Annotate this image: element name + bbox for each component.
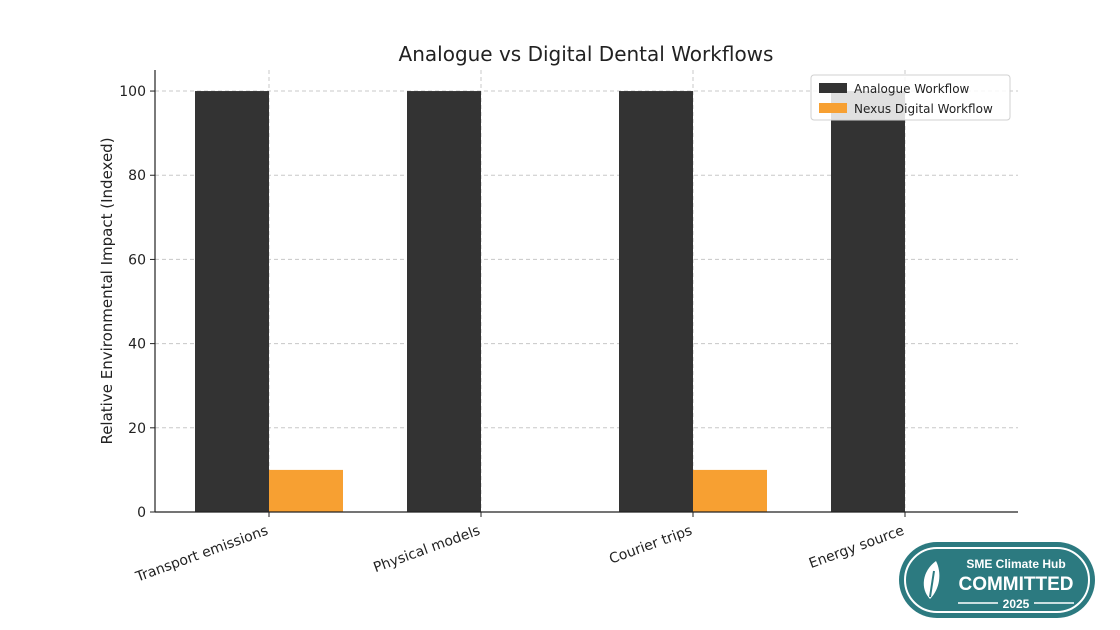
y-tick-label: 100 xyxy=(119,84,146,100)
leaf-icon xyxy=(923,561,940,599)
legend-swatch xyxy=(819,103,847,113)
chart-title: Analogue vs Digital Dental Workflows xyxy=(399,42,774,66)
legend: Analogue Workflow Nexus Digital Workflow xyxy=(810,74,1011,121)
legend-label: Analogue Workflow xyxy=(854,82,970,96)
x-tick-label: Courier trips xyxy=(607,523,694,568)
bar-digital xyxy=(693,469,767,512)
y-axis-label: Relative Environmental Impact (Indexed) xyxy=(98,137,116,444)
badge-line1: SME Climate Hub xyxy=(966,557,1065,571)
badge-inner-ring xyxy=(904,547,1090,613)
badge-line2: COMMITTED xyxy=(958,574,1073,595)
x-tick-label: Transport emissions xyxy=(133,523,270,586)
y-tick-label: 20 xyxy=(128,421,146,437)
badge-outer xyxy=(899,542,1095,618)
legend-swatch xyxy=(819,83,847,93)
badge-year: 2025 xyxy=(1003,597,1030,611)
bar-analogue xyxy=(619,91,693,513)
y-tick-label: 80 xyxy=(128,168,146,184)
bar-digital xyxy=(269,469,343,512)
y-tick-label: 40 xyxy=(128,337,146,353)
bar-analogue xyxy=(407,91,481,513)
sme-climate-hub-badge: SME Climate Hub COMMITTED 2025 xyxy=(899,542,1095,618)
bar-analogue xyxy=(831,91,905,513)
bar-analogue xyxy=(195,91,269,513)
legend-box xyxy=(810,74,1011,121)
legend-label: Nexus Digital Workflow xyxy=(854,102,993,116)
y-tick-label: 0 xyxy=(137,505,146,521)
x-tick-label: Energy source xyxy=(807,523,906,572)
bars-group xyxy=(195,91,905,513)
y-tick-label: 60 xyxy=(128,252,146,268)
x-tick-label: Physical models xyxy=(371,523,482,576)
